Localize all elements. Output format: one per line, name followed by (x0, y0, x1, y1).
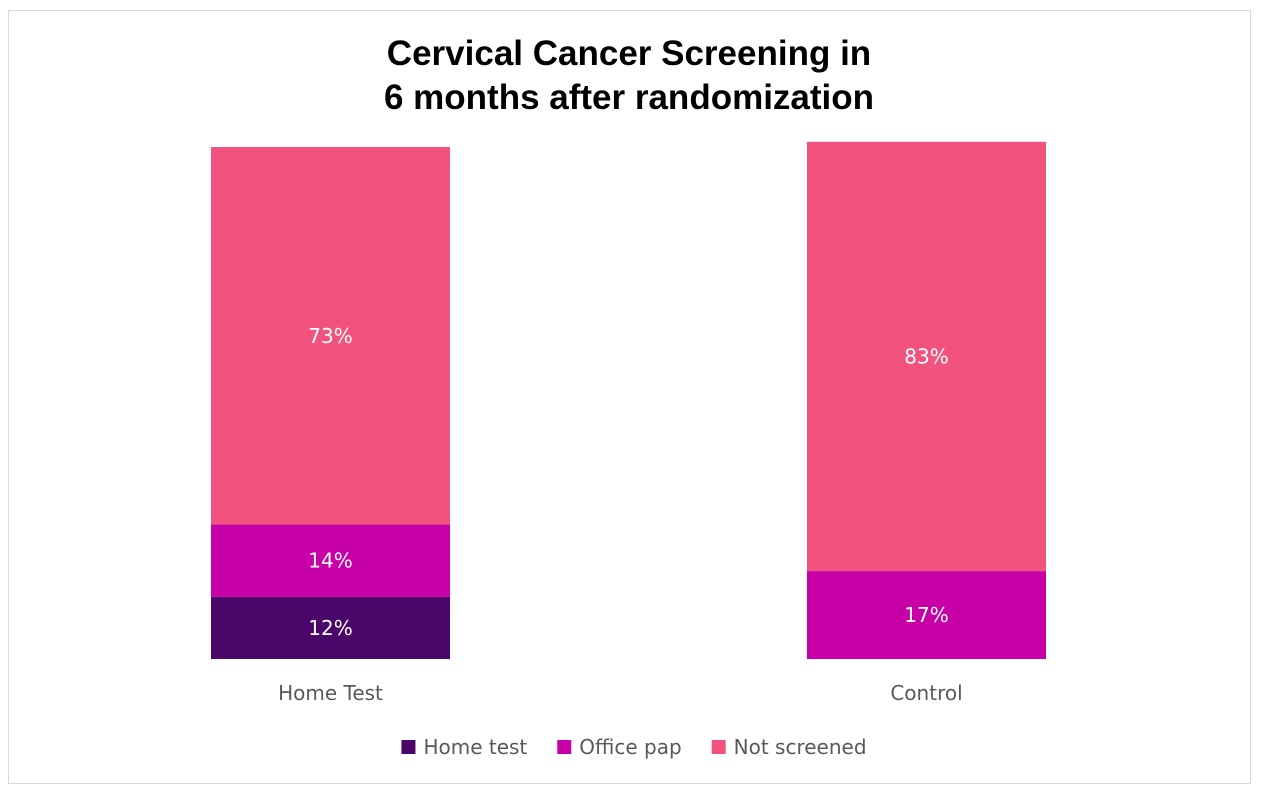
data-label-home-test-office-pap: 14% (308, 549, 352, 573)
bar-home-test-home-test (211, 596, 450, 659)
data-label-control-not-screened: 83% (904, 344, 948, 368)
category-label-control: Control (890, 681, 962, 705)
data-label-home-test-home-test: 12% (308, 616, 352, 640)
data-label-home-test-not-screened: 73% (308, 324, 352, 348)
legend-item-home-test: Home test (401, 735, 527, 759)
legend-item-office-pap: Office pap (557, 735, 682, 759)
chart-title: Cervical Cancer Screening in 6 months af… (0, 32, 1258, 120)
chart-title-line-2: 6 months after randomization (383, 78, 875, 117)
legend-label-not-screened: Not screened (734, 735, 867, 759)
category-axis: Home Test Control (278, 681, 963, 705)
legend: Home test Office pap Not screened (401, 735, 867, 759)
data-label-control-office-pap: 17% (904, 603, 948, 627)
legend-swatch-office-pap (557, 740, 572, 754)
legend-swatch-not-screened (711, 740, 726, 754)
legend-item-not-screened: Not screened (711, 735, 867, 759)
chart-title-line-1: Cervical Cancer Screening in (386, 34, 872, 73)
bars-layer (211, 141, 1046, 659)
legend-swatch-home-test (401, 740, 416, 754)
legend-label-office-pap: Office pap (579, 735, 681, 759)
bar-control-not-screened (807, 141, 1046, 572)
data-labels-layer: 12% 14% 73% 17% 83% (308, 324, 948, 640)
bar-home-test-office-pap (211, 524, 450, 597)
bar-home-test-not-screened (211, 147, 450, 525)
bar-control-office-pap (807, 571, 1046, 659)
legend-label-home-test: Home test (423, 735, 527, 759)
category-label-home-test: Home Test (278, 681, 383, 705)
